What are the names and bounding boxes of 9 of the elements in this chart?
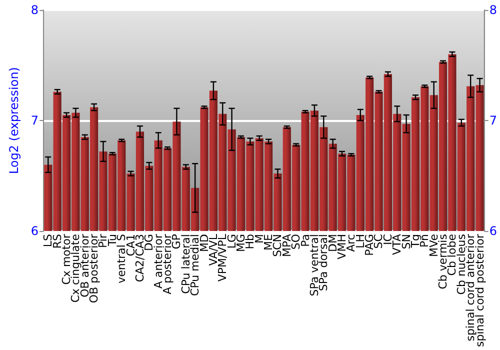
y2-tick-label: 8 [489,3,498,17]
y-axis-title: Log2 (expression) [7,67,21,174]
y2-tick-label: 7 [489,114,498,128]
x-tick-label: A posterior [161,234,174,294]
y-tick-label: 7 [30,114,39,128]
y2-tick-label: 6 [489,224,498,238]
x-tick-label: OB posterior [88,234,101,304]
y-tick-label: 8 [30,3,39,17]
y-tick-label: 6 [30,224,39,238]
